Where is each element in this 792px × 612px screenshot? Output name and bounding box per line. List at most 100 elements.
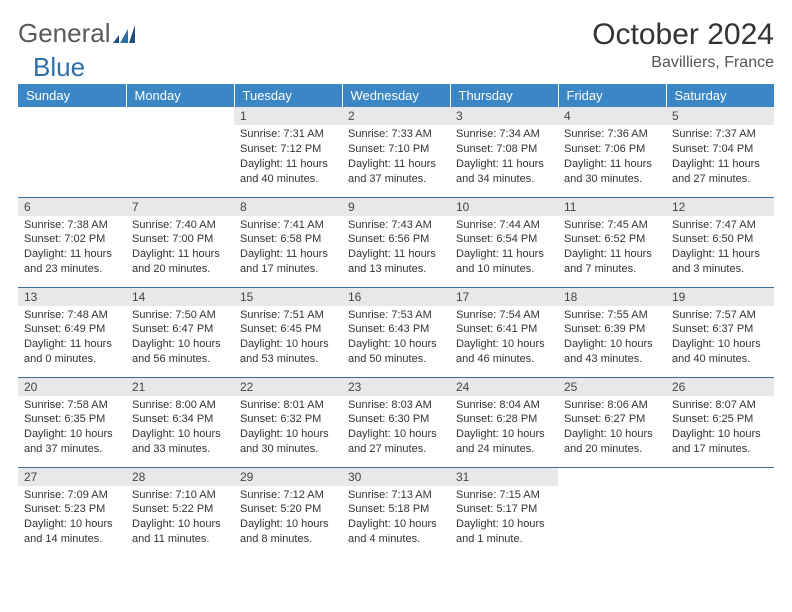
day-body: Sunrise: 7:37 AMSunset: 7:04 PMDaylight:… bbox=[666, 125, 774, 188]
calendar-cell: .. bbox=[18, 107, 126, 197]
day-body: Sunrise: 8:00 AMSunset: 6:34 PMDaylight:… bbox=[126, 396, 234, 459]
weekday-header: Friday bbox=[558, 84, 666, 107]
day-body: Sunrise: 7:43 AMSunset: 6:56 PMDaylight:… bbox=[342, 216, 450, 279]
calendar-cell: 31Sunrise: 7:15 AMSunset: 5:17 PMDayligh… bbox=[450, 467, 558, 557]
calendar-cell: 21Sunrise: 8:00 AMSunset: 6:34 PMDayligh… bbox=[126, 377, 234, 467]
day-number: 21 bbox=[126, 378, 234, 396]
day-body: Sunrise: 7:36 AMSunset: 7:06 PMDaylight:… bbox=[558, 125, 666, 188]
day-number: 5 bbox=[666, 107, 774, 125]
day-body: Sunrise: 8:01 AMSunset: 6:32 PMDaylight:… bbox=[234, 396, 342, 459]
weekday-header: Saturday bbox=[666, 84, 774, 107]
logo-text-2: Blue bbox=[33, 52, 85, 83]
day-number: 29 bbox=[234, 468, 342, 486]
calendar-row: 6Sunrise: 7:38 AMSunset: 7:02 PMDaylight… bbox=[18, 197, 774, 287]
day-body: Sunrise: 7:13 AMSunset: 5:18 PMDaylight:… bbox=[342, 486, 450, 549]
calendar-table: SundayMondayTuesdayWednesdayThursdayFrid… bbox=[18, 84, 774, 557]
calendar-cell: 6Sunrise: 7:38 AMSunset: 7:02 PMDaylight… bbox=[18, 197, 126, 287]
day-body: Sunrise: 7:15 AMSunset: 5:17 PMDaylight:… bbox=[450, 486, 558, 549]
day-number: 31 bbox=[450, 468, 558, 486]
calendar-cell: .. bbox=[666, 467, 774, 557]
day-body: Sunrise: 7:50 AMSunset: 6:47 PMDaylight:… bbox=[126, 306, 234, 369]
calendar-cell: 5Sunrise: 7:37 AMSunset: 7:04 PMDaylight… bbox=[666, 107, 774, 197]
calendar-cell: 16Sunrise: 7:53 AMSunset: 6:43 PMDayligh… bbox=[342, 287, 450, 377]
day-number: 26 bbox=[666, 378, 774, 396]
day-number: 6 bbox=[18, 198, 126, 216]
day-body: Sunrise: 7:53 AMSunset: 6:43 PMDaylight:… bbox=[342, 306, 450, 369]
day-number: 15 bbox=[234, 288, 342, 306]
calendar-cell: 23Sunrise: 8:03 AMSunset: 6:30 PMDayligh… bbox=[342, 377, 450, 467]
day-body: Sunrise: 7:48 AMSunset: 6:49 PMDaylight:… bbox=[18, 306, 126, 369]
day-body: Sunrise: 7:58 AMSunset: 6:35 PMDaylight:… bbox=[18, 396, 126, 459]
calendar-cell: 13Sunrise: 7:48 AMSunset: 6:49 PMDayligh… bbox=[18, 287, 126, 377]
day-number: 23 bbox=[342, 378, 450, 396]
day-body: Sunrise: 8:04 AMSunset: 6:28 PMDaylight:… bbox=[450, 396, 558, 459]
calendar-cell: 17Sunrise: 7:54 AMSunset: 6:41 PMDayligh… bbox=[450, 287, 558, 377]
calendar-cell: 7Sunrise: 7:40 AMSunset: 7:00 PMDaylight… bbox=[126, 197, 234, 287]
calendar-cell: 15Sunrise: 7:51 AMSunset: 6:45 PMDayligh… bbox=[234, 287, 342, 377]
month-title: October 2024 bbox=[592, 18, 774, 52]
day-number: 13 bbox=[18, 288, 126, 306]
logo-text-1: General bbox=[18, 18, 111, 49]
day-number: 28 bbox=[126, 468, 234, 486]
weekday-header: Thursday bbox=[450, 84, 558, 107]
day-number: 9 bbox=[342, 198, 450, 216]
calendar-cell: 12Sunrise: 7:47 AMSunset: 6:50 PMDayligh… bbox=[666, 197, 774, 287]
day-body: Sunrise: 7:34 AMSunset: 7:08 PMDaylight:… bbox=[450, 125, 558, 188]
logo-chart-icon bbox=[113, 25, 135, 43]
day-number: 7 bbox=[126, 198, 234, 216]
day-body: Sunrise: 8:07 AMSunset: 6:25 PMDaylight:… bbox=[666, 396, 774, 459]
calendar-cell: 25Sunrise: 8:06 AMSunset: 6:27 PMDayligh… bbox=[558, 377, 666, 467]
calendar-cell: 30Sunrise: 7:13 AMSunset: 5:18 PMDayligh… bbox=[342, 467, 450, 557]
calendar-cell: 11Sunrise: 7:45 AMSunset: 6:52 PMDayligh… bbox=[558, 197, 666, 287]
header: General October 2024 Bavilliers, France bbox=[18, 18, 774, 72]
day-body: Sunrise: 7:09 AMSunset: 5:23 PMDaylight:… bbox=[18, 486, 126, 549]
day-body: Sunrise: 7:45 AMSunset: 6:52 PMDaylight:… bbox=[558, 216, 666, 279]
weekday-header: Monday bbox=[126, 84, 234, 107]
day-number: 19 bbox=[666, 288, 774, 306]
day-number: 8 bbox=[234, 198, 342, 216]
calendar-cell: .. bbox=[558, 467, 666, 557]
day-body: Sunrise: 7:40 AMSunset: 7:00 PMDaylight:… bbox=[126, 216, 234, 279]
day-number: 14 bbox=[126, 288, 234, 306]
day-number: 25 bbox=[558, 378, 666, 396]
day-body: Sunrise: 7:47 AMSunset: 6:50 PMDaylight:… bbox=[666, 216, 774, 279]
calendar-cell: 29Sunrise: 7:12 AMSunset: 5:20 PMDayligh… bbox=[234, 467, 342, 557]
day-number: 3 bbox=[450, 107, 558, 125]
day-number: 17 bbox=[450, 288, 558, 306]
calendar-cell: 26Sunrise: 8:07 AMSunset: 6:25 PMDayligh… bbox=[666, 377, 774, 467]
calendar-cell: .. bbox=[126, 107, 234, 197]
weekday-header: Wednesday bbox=[342, 84, 450, 107]
day-body: Sunrise: 7:51 AMSunset: 6:45 PMDaylight:… bbox=[234, 306, 342, 369]
day-number: 11 bbox=[558, 198, 666, 216]
calendar-cell: 18Sunrise: 7:55 AMSunset: 6:39 PMDayligh… bbox=[558, 287, 666, 377]
day-body: Sunrise: 7:33 AMSunset: 7:10 PMDaylight:… bbox=[342, 125, 450, 188]
day-number: 22 bbox=[234, 378, 342, 396]
calendar-cell: 8Sunrise: 7:41 AMSunset: 6:58 PMDaylight… bbox=[234, 197, 342, 287]
day-number: 2 bbox=[342, 107, 450, 125]
day-body: Sunrise: 7:41 AMSunset: 6:58 PMDaylight:… bbox=[234, 216, 342, 279]
weekday-row: SundayMondayTuesdayWednesdayThursdayFrid… bbox=[18, 84, 774, 107]
calendar-cell: 22Sunrise: 8:01 AMSunset: 6:32 PMDayligh… bbox=[234, 377, 342, 467]
calendar-cell: 4Sunrise: 7:36 AMSunset: 7:06 PMDaylight… bbox=[558, 107, 666, 197]
calendar-cell: 9Sunrise: 7:43 AMSunset: 6:56 PMDaylight… bbox=[342, 197, 450, 287]
day-body: Sunrise: 7:54 AMSunset: 6:41 PMDaylight:… bbox=[450, 306, 558, 369]
calendar-row: ....1Sunrise: 7:31 AMSunset: 7:12 PMDayl… bbox=[18, 107, 774, 197]
calendar-row: 27Sunrise: 7:09 AMSunset: 5:23 PMDayligh… bbox=[18, 467, 774, 557]
day-body: Sunrise: 8:06 AMSunset: 6:27 PMDaylight:… bbox=[558, 396, 666, 459]
day-number: 20 bbox=[18, 378, 126, 396]
calendar-cell: 27Sunrise: 7:09 AMSunset: 5:23 PMDayligh… bbox=[18, 467, 126, 557]
calendar-cell: 1Sunrise: 7:31 AMSunset: 7:12 PMDaylight… bbox=[234, 107, 342, 197]
day-body: Sunrise: 7:55 AMSunset: 6:39 PMDaylight:… bbox=[558, 306, 666, 369]
day-body: Sunrise: 7:31 AMSunset: 7:12 PMDaylight:… bbox=[234, 125, 342, 188]
day-number: 27 bbox=[18, 468, 126, 486]
day-number: 24 bbox=[450, 378, 558, 396]
title-block: October 2024 Bavilliers, France bbox=[592, 18, 774, 72]
calendar-cell: 2Sunrise: 7:33 AMSunset: 7:10 PMDaylight… bbox=[342, 107, 450, 197]
calendar-cell: 19Sunrise: 7:57 AMSunset: 6:37 PMDayligh… bbox=[666, 287, 774, 377]
day-number: 18 bbox=[558, 288, 666, 306]
day-body: Sunrise: 7:38 AMSunset: 7:02 PMDaylight:… bbox=[18, 216, 126, 279]
calendar-cell: 14Sunrise: 7:50 AMSunset: 6:47 PMDayligh… bbox=[126, 287, 234, 377]
logo: General bbox=[18, 18, 135, 49]
day-body: Sunrise: 7:44 AMSunset: 6:54 PMDaylight:… bbox=[450, 216, 558, 279]
day-body: Sunrise: 8:03 AMSunset: 6:30 PMDaylight:… bbox=[342, 396, 450, 459]
